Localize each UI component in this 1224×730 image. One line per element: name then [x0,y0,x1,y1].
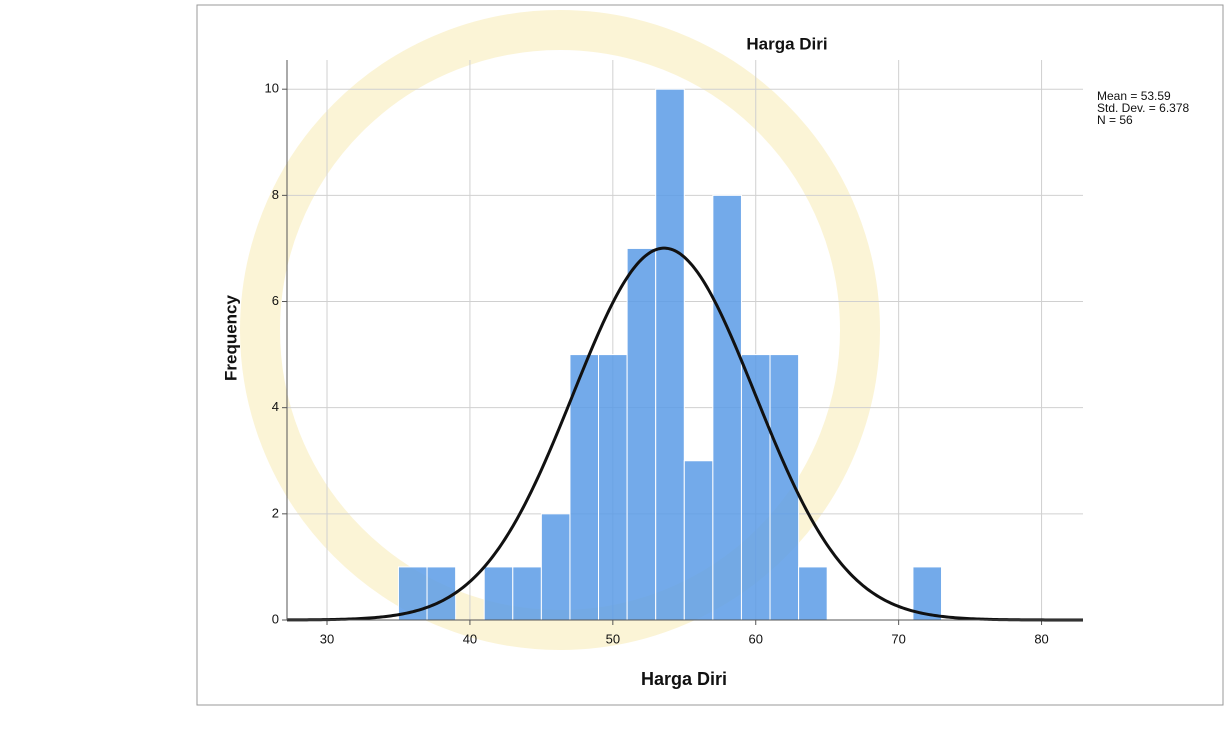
x-tick-label: 50 [606,631,620,646]
chart-title: Harga Diri [746,34,827,53]
y-tick-label: 4 [272,399,279,414]
x-tick-label: 40 [463,631,477,646]
y-tick-label: 0 [272,611,279,626]
y-axis-label: Frequency [221,294,240,381]
bar [656,89,685,620]
chart: Harga Diri Harga Diri Frequency 30405060… [0,0,1224,725]
x-tick-label: 60 [749,631,763,646]
x-tick-label: 30 [320,631,334,646]
bar [599,355,628,620]
bar [684,461,713,620]
bar [484,567,513,620]
bar [799,567,828,620]
stat-label: N = 56 [1097,113,1133,127]
bar [513,567,542,620]
x-tick-label: 70 [891,631,905,646]
y-tick-label: 8 [272,187,279,202]
y-tick-label: 2 [272,505,279,520]
x-tick-label: 80 [1034,631,1048,646]
y-tick-label: 6 [272,293,279,308]
bar [541,514,570,620]
x-axis-label: Harga Diri [641,669,727,689]
bar [713,195,742,620]
bar [427,567,456,620]
y-tick-label: 10 [265,81,279,96]
bar [627,248,656,620]
